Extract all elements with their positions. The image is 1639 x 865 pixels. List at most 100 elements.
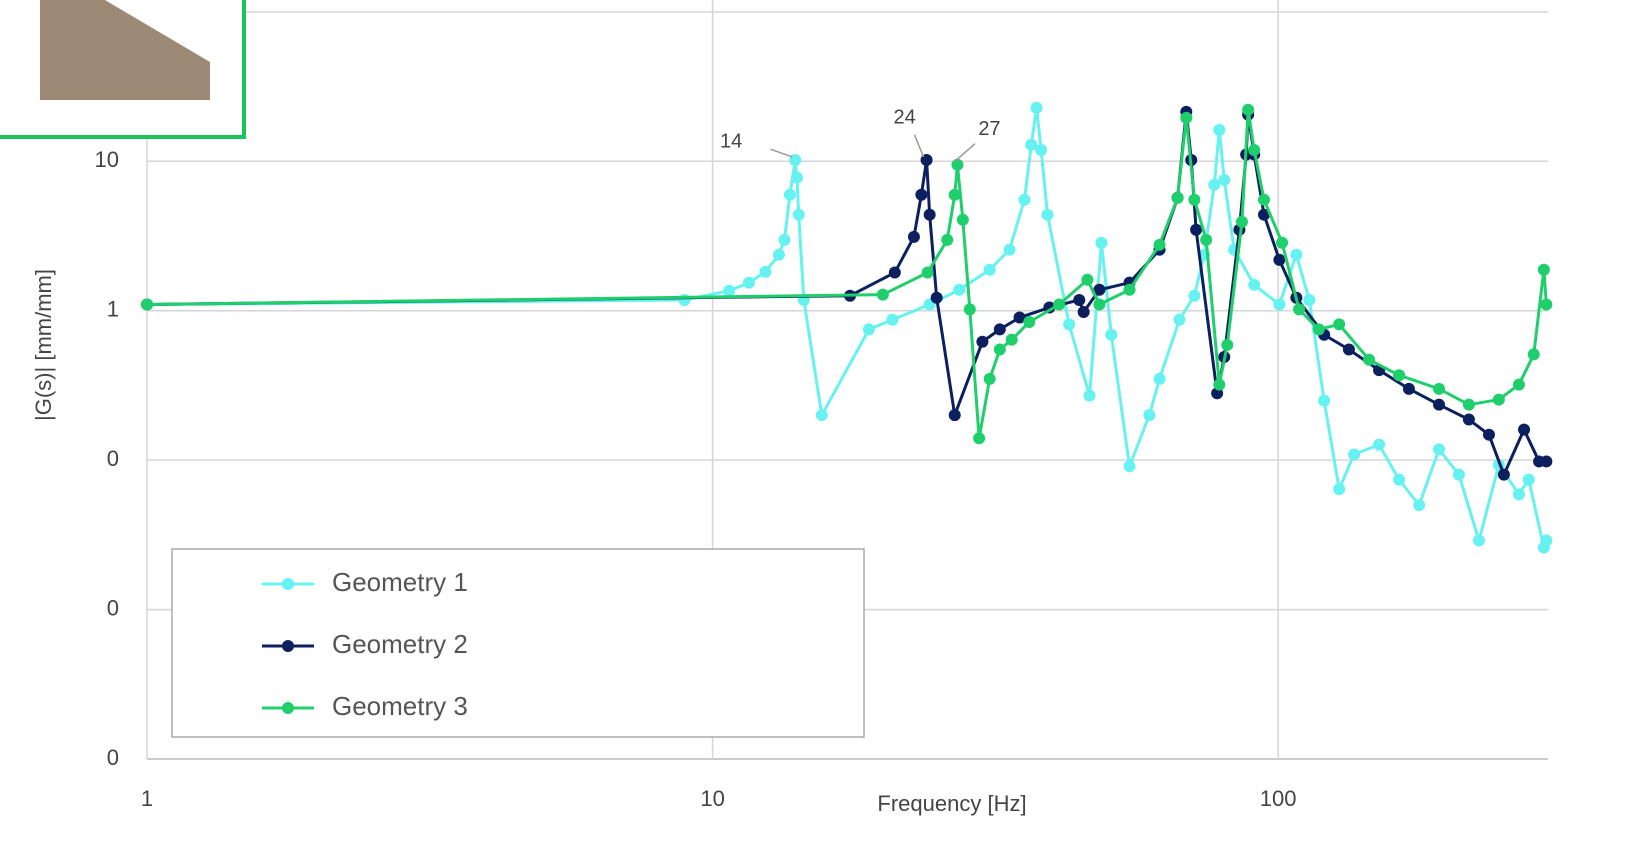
annotation: 27 [978, 118, 1000, 140]
data-point [1290, 248, 1303, 261]
inset-shape [40, 0, 210, 100]
data-point [1273, 253, 1286, 266]
legend-marker [282, 702, 294, 714]
data-point [1540, 455, 1553, 468]
legend-label: Geometry 2 [332, 629, 468, 659]
data-point [1333, 318, 1346, 331]
data-point [1095, 236, 1108, 249]
data-point [1023, 316, 1036, 329]
data-point [1462, 398, 1475, 411]
data-point [1188, 289, 1201, 302]
data-point [1462, 413, 1475, 426]
x-tick-label: 10 [700, 786, 724, 811]
data-point [1312, 323, 1325, 336]
legend-marker [282, 578, 294, 590]
data-point [778, 233, 791, 246]
data-point [1518, 423, 1531, 436]
data-point [792, 208, 805, 221]
data-point [1497, 468, 1510, 481]
data-point [1063, 318, 1076, 331]
data-point [1472, 534, 1485, 547]
leader-line [953, 143, 976, 163]
data-point [1492, 393, 1505, 406]
data-point [1005, 333, 1018, 346]
data-point [1540, 534, 1553, 547]
data-point [1143, 409, 1156, 422]
data-point [930, 291, 943, 304]
legend-label: Geometry 3 [332, 691, 468, 721]
data-point [1018, 193, 1031, 206]
y-tick-label: 0 [107, 595, 119, 620]
data-point [1373, 438, 1386, 451]
data-point [1393, 369, 1406, 382]
data-point [888, 266, 901, 279]
data-point [973, 432, 986, 445]
data-point [1123, 460, 1136, 473]
x-axis-title: Frequency [Hz] [877, 791, 1026, 816]
data-point [1512, 378, 1525, 391]
data-point [1190, 223, 1203, 236]
data-point [1512, 488, 1525, 501]
x-tick-label: 100 [1260, 786, 1297, 811]
data-point [956, 213, 969, 226]
data-point [1208, 178, 1221, 191]
data-point [951, 158, 964, 171]
data-point [963, 303, 976, 316]
data-point [923, 208, 936, 221]
data-point [941, 233, 954, 246]
data-point [1153, 372, 1166, 385]
y-tick-label: 10 [95, 147, 119, 172]
data-point [1077, 306, 1090, 319]
data-point [1173, 313, 1186, 326]
y-tick-label: 0 [107, 446, 119, 471]
data-point [1303, 293, 1316, 306]
data-point [141, 298, 153, 311]
data-point [1433, 443, 1446, 456]
series-line [146, 107, 1548, 554]
data-point [983, 263, 996, 276]
data-point [1273, 298, 1286, 311]
data-point [1318, 394, 1331, 407]
data-point [1221, 338, 1234, 351]
data-point [1083, 389, 1096, 402]
data-point [1213, 378, 1226, 391]
data-point [948, 409, 961, 422]
x-tick-label: 1 [141, 786, 153, 811]
data-point [1123, 283, 1136, 296]
data-point [815, 409, 828, 422]
annotation: 14 [720, 130, 742, 152]
data-point [1333, 483, 1346, 496]
data-point [1242, 103, 1255, 116]
data-point [1093, 298, 1106, 311]
data-point [1257, 208, 1270, 221]
y-axis-title: |G(s)| [mm/mm] [31, 269, 56, 421]
series-line [146, 109, 1548, 439]
data-point [1537, 263, 1550, 276]
data-point [1393, 473, 1406, 486]
data-point [1527, 348, 1540, 361]
data-point [1153, 238, 1166, 251]
data-point [1180, 111, 1193, 124]
data-point [1522, 473, 1535, 486]
data-point [1276, 236, 1289, 249]
data-point [1293, 303, 1306, 316]
data-point [1041, 208, 1054, 221]
data-point [1402, 382, 1415, 395]
data-point [1482, 428, 1495, 441]
data-point [976, 335, 989, 348]
legend-marker [282, 640, 294, 652]
data-point [759, 265, 772, 278]
data-point [723, 284, 736, 297]
data-point [921, 266, 934, 279]
y-tick-label: 0 [107, 745, 119, 770]
leader-line [913, 134, 925, 158]
data-point [1073, 293, 1086, 306]
data-point [953, 283, 966, 296]
data-point [1081, 273, 1094, 286]
legend-label: Geometry 1 [332, 567, 468, 597]
data-point [1213, 123, 1226, 136]
data-point [1093, 283, 1106, 296]
data-point [1248, 143, 1261, 156]
